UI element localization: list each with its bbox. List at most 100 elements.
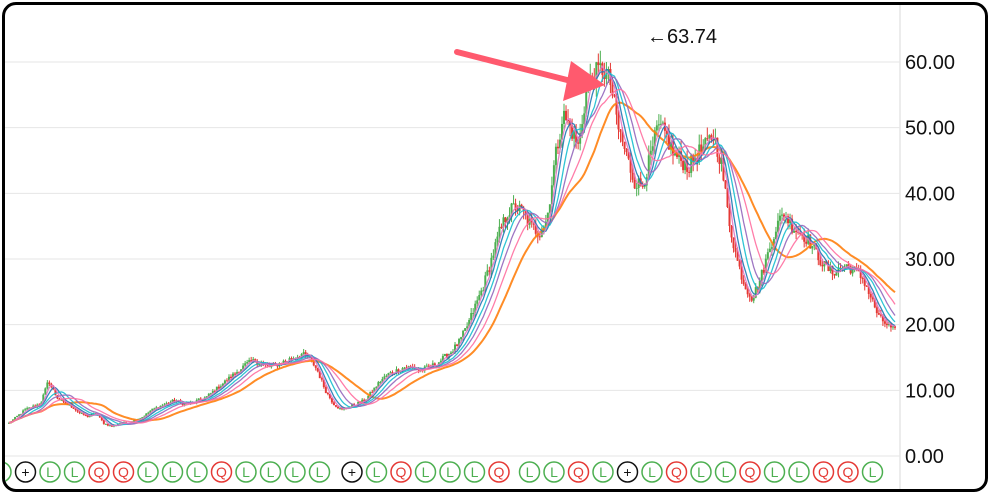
event-marker-q[interactable]: Q <box>567 461 590 483</box>
candle-body <box>139 418 142 420</box>
candle-body <box>232 373 235 379</box>
candle-body <box>16 416 19 418</box>
candle-body <box>867 286 870 294</box>
event-marker-circle <box>439 461 461 483</box>
event-marker-circle <box>837 461 859 483</box>
candle-body <box>379 382 382 384</box>
candle-body <box>778 215 781 221</box>
candle-body <box>458 339 461 347</box>
event-marker-l[interactable]: L <box>861 461 884 483</box>
event-marker-plus[interactable]: + <box>341 461 363 483</box>
event-marker-l[interactable]: L <box>592 461 614 483</box>
event-marker-l[interactable]: L <box>259 461 282 483</box>
event-marker-label: L <box>242 464 250 480</box>
candle-body <box>496 236 499 243</box>
candle-body <box>373 387 376 393</box>
event-marker-circle <box>518 461 541 483</box>
y-tick-label: 30.00 <box>905 249 955 271</box>
event-marker-l[interactable]: L <box>763 461 786 483</box>
event-marker-q[interactable]: Q <box>112 461 135 483</box>
event-marker-q[interactable]: Q <box>88 461 110 483</box>
event-marker-label: L <box>373 464 381 480</box>
candle-body <box>728 206 731 227</box>
candle-body <box>649 150 652 156</box>
event-marker-l[interactable]: L <box>365 461 388 483</box>
event-marker-plus[interactable]: + <box>14 461 37 483</box>
peak-label: ←63.74 <box>647 26 717 48</box>
annotation-arrow-head <box>563 61 605 101</box>
event-marker-q[interactable]: Q <box>390 461 412 483</box>
event-marker-label: L <box>144 464 152 480</box>
candle-body <box>284 360 287 362</box>
event-marker-label: L <box>422 464 430 480</box>
event-marker-l[interactable]: L <box>161 461 184 483</box>
candle-body <box>857 270 860 272</box>
candle-body <box>684 160 687 171</box>
event-marker-l[interactable]: L <box>463 461 486 483</box>
candles <box>8 50 896 428</box>
candle-body <box>865 285 868 287</box>
price-chart: 0.00 10.00 20.00 30.00 40.00 50.00 60.00 ←63.7… <box>5 5 955 489</box>
candle-body <box>304 352 307 355</box>
candle-body <box>627 152 630 159</box>
candle-body <box>88 416 91 418</box>
event-marker-l[interactable]: L <box>714 461 737 483</box>
candle-body <box>209 393 212 395</box>
event-marker-circle <box>161 461 184 483</box>
candle-body <box>704 138 707 147</box>
candle-body <box>577 142 580 144</box>
event-marker-l[interactable]: L <box>690 461 712 483</box>
candle-body <box>829 265 832 272</box>
event-marker-l[interactable]: L <box>439 461 461 483</box>
candle-body <box>225 380 228 382</box>
event-marker-l[interactable]: L <box>39 461 61 483</box>
event-marker-l[interactable]: L <box>186 461 208 483</box>
candle-body <box>674 152 677 156</box>
candle-body <box>558 139 561 149</box>
candle-body <box>78 411 81 413</box>
candle-body <box>744 284 747 290</box>
event-marker-l[interactable]: L <box>235 461 257 483</box>
candle-body <box>240 369 243 373</box>
event-marker-q[interactable]: Q <box>665 461 688 483</box>
event-marker-l[interactable]: L <box>284 461 306 483</box>
event-marker-label: Q <box>573 464 584 480</box>
event-marker-label: L <box>550 464 558 480</box>
event-marker-q[interactable]: Q <box>488 461 510 483</box>
candle-body <box>361 399 364 403</box>
event-marker-l[interactable]: L <box>5 462 12 482</box>
candle-body <box>108 425 111 427</box>
candle-body <box>488 270 491 272</box>
event-marker-q[interactable]: Q <box>739 461 761 483</box>
candle-body <box>748 294 751 297</box>
event-marker-l[interactable]: L <box>63 461 86 483</box>
event-marker-l[interactable]: L <box>543 461 565 483</box>
candle-body <box>548 204 551 213</box>
event-marker-q[interactable]: Q <box>812 461 835 483</box>
event-marker-l[interactable]: L <box>414 461 437 483</box>
event-marker-q[interactable]: Q <box>837 461 859 483</box>
candle-body <box>579 133 582 144</box>
candle-body <box>894 326 896 328</box>
event-marker-l[interactable]: L <box>641 461 663 483</box>
candle-body <box>720 157 723 164</box>
event-marker-circle <box>88 461 110 483</box>
candle-body <box>688 171 691 173</box>
event-marker-l[interactable]: L <box>308 461 331 483</box>
event-marker-circle <box>616 461 639 483</box>
candle-body <box>163 404 166 406</box>
candle-body <box>736 251 739 261</box>
event-marker-l[interactable]: L <box>518 461 541 483</box>
event-marker-circle <box>365 461 388 483</box>
moving-average-line <box>8 88 896 424</box>
event-marker-l[interactable]: L <box>788 461 810 483</box>
event-marker-q[interactable]: Q <box>210 461 233 483</box>
event-marker-l[interactable]: L <box>137 461 159 483</box>
candle-body <box>98 415 101 418</box>
event-marker-circle <box>665 461 688 483</box>
event-marker-plus[interactable]: + <box>616 461 639 483</box>
moving-averages <box>8 65 896 427</box>
annotations: ←63.74 <box>454 26 717 101</box>
candle-body <box>439 360 442 363</box>
candle-body <box>611 85 614 96</box>
